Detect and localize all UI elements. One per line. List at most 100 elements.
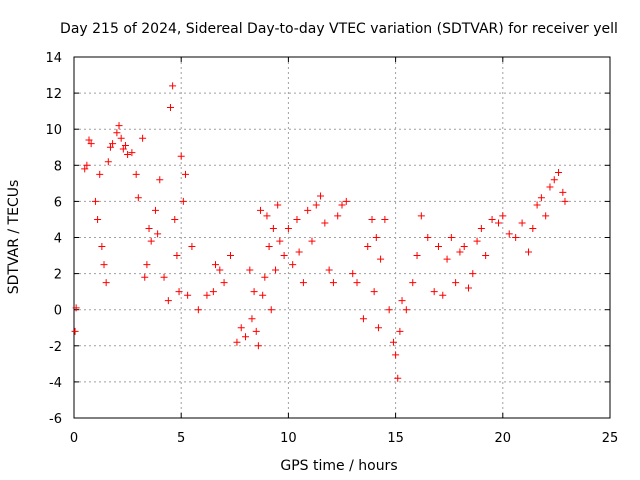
data-point — [154, 230, 162, 238]
data-point — [85, 136, 93, 144]
data-point — [252, 327, 260, 335]
data-point — [299, 279, 307, 287]
data-point — [263, 212, 271, 220]
data-point — [349, 270, 357, 278]
data-point — [295, 248, 303, 256]
data-point — [203, 291, 211, 299]
y-tick-label: -6 — [49, 412, 62, 427]
data-point — [209, 288, 217, 296]
data-point — [269, 224, 277, 232]
data-point — [233, 338, 241, 346]
data-point — [289, 261, 297, 269]
data-point — [417, 212, 425, 220]
data-point — [145, 224, 153, 232]
data-point — [220, 279, 228, 287]
data-point — [464, 284, 472, 292]
data-point — [94, 215, 102, 223]
data-point — [106, 143, 114, 151]
x-tick-label: 25 — [602, 431, 619, 446]
data-point — [257, 206, 265, 214]
data-point — [109, 140, 117, 148]
data-point — [561, 197, 569, 205]
y-tick-label: 4 — [54, 232, 62, 247]
data-point — [370, 288, 378, 296]
x-axis-label: GPS time / hours — [280, 458, 397, 474]
y-tick-label: 14 — [45, 51, 62, 66]
data-point — [312, 201, 320, 209]
data-point — [83, 161, 91, 169]
data-point — [377, 255, 385, 263]
x-tick-label: 5 — [177, 431, 185, 446]
data-point — [381, 215, 389, 223]
data-point — [293, 215, 301, 223]
data-point — [261, 273, 269, 281]
data-point — [477, 224, 485, 232]
data-point — [409, 279, 417, 287]
grid — [74, 57, 610, 418]
data-point — [392, 351, 400, 359]
data-point — [188, 243, 196, 251]
data-point — [398, 297, 406, 305]
data-point — [456, 248, 464, 256]
data-point — [98, 243, 106, 251]
data-point — [452, 279, 460, 287]
data-point — [216, 266, 224, 274]
data-point — [248, 315, 256, 323]
y-tick-label: 8 — [54, 159, 62, 174]
data-point — [469, 270, 477, 278]
data-point — [473, 237, 481, 245]
data-point — [104, 158, 112, 166]
data-point — [308, 237, 316, 245]
data-point — [160, 273, 168, 281]
data-point — [368, 215, 376, 223]
data-point — [267, 306, 275, 314]
data-point — [71, 327, 79, 335]
data-point — [542, 212, 550, 220]
data-point — [402, 306, 410, 314]
data-point — [525, 248, 533, 256]
data-point — [512, 234, 520, 241]
data-point — [317, 192, 325, 200]
data-point — [91, 197, 99, 205]
data-point — [424, 234, 432, 241]
data-point — [132, 170, 140, 178]
data-point — [518, 219, 526, 227]
data-point — [124, 150, 132, 158]
data-point — [254, 342, 262, 350]
x-tick-label: 10 — [280, 431, 297, 446]
data-point — [559, 188, 567, 196]
data-point — [72, 304, 80, 312]
data-point — [546, 183, 554, 191]
data-point — [495, 219, 503, 227]
data-point — [394, 374, 402, 382]
data-point — [134, 194, 142, 202]
data-point — [389, 338, 397, 346]
data-point — [100, 261, 108, 269]
data-point — [143, 261, 151, 269]
data-point — [276, 237, 284, 245]
data-point — [385, 306, 393, 314]
data-point — [212, 261, 220, 269]
data-point — [488, 215, 496, 223]
data-point — [304, 206, 312, 214]
data-point — [169, 82, 177, 90]
data-series — [71, 82, 569, 382]
y-tick-label: 12 — [45, 87, 62, 102]
data-point — [374, 324, 382, 332]
data-point — [164, 297, 172, 305]
data-point — [265, 243, 273, 251]
data-point — [96, 170, 104, 178]
y-axis-label: SDTVAR / TECUs — [6, 180, 22, 295]
data-point — [156, 176, 164, 184]
data-point — [181, 170, 189, 178]
data-point — [250, 288, 258, 296]
y-tick-label: 6 — [54, 195, 62, 210]
data-point — [259, 291, 267, 299]
data-point — [177, 152, 185, 160]
data-point — [460, 243, 468, 251]
data-point — [171, 215, 179, 223]
data-point — [325, 266, 333, 274]
data-point — [280, 252, 288, 260]
data-point — [443, 255, 451, 263]
data-point — [482, 252, 490, 260]
